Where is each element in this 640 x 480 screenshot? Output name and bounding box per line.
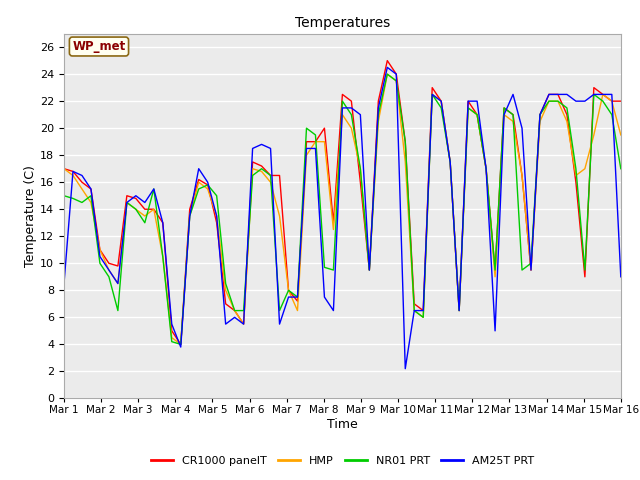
Title: Temperatures: Temperatures bbox=[295, 16, 390, 30]
Text: WP_met: WP_met bbox=[72, 40, 125, 53]
Y-axis label: Temperature (C): Temperature (C) bbox=[24, 165, 37, 267]
Legend: CR1000 panelT, HMP, NR01 PRT, AM25T PRT: CR1000 panelT, HMP, NR01 PRT, AM25T PRT bbox=[146, 451, 539, 470]
X-axis label: Time: Time bbox=[327, 418, 358, 431]
